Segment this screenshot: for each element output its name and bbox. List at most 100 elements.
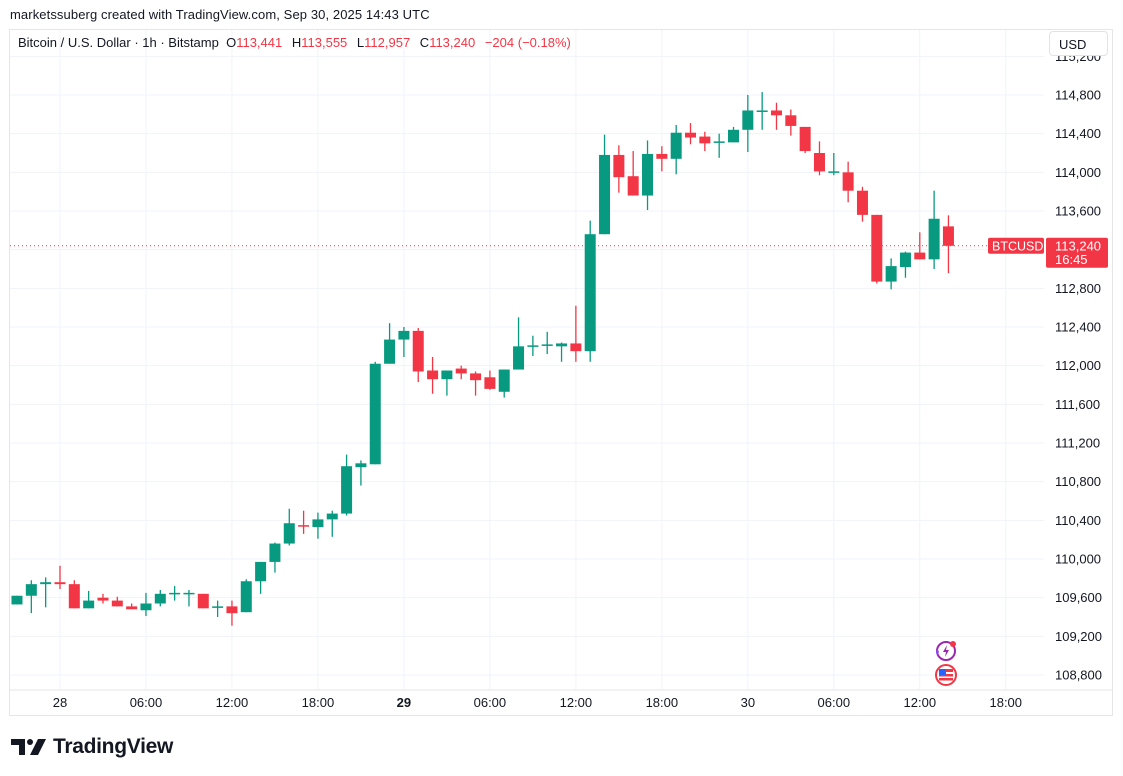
- time-tick-label: 18:00: [302, 695, 335, 710]
- candle: [470, 371, 482, 396]
- time-tick-label: 06:00: [818, 695, 851, 710]
- candle: [83, 590, 95, 609]
- tradingview-logo-icon: [11, 739, 46, 755]
- candle: [556, 342, 568, 362]
- price-tick-label: 111,600: [1055, 397, 1100, 412]
- time-tick-label: 28: [53, 695, 67, 710]
- candle: [856, 186, 868, 222]
- low-value: 112,957: [364, 35, 411, 50]
- price-tick-label: 112,800: [1055, 281, 1101, 296]
- candle: [240, 579, 252, 613]
- candle: [770, 102, 782, 130]
- candle: [341, 454, 353, 516]
- price-tick-label: 114,800: [1055, 88, 1101, 103]
- price-tick-label: 112,000: [1055, 358, 1101, 373]
- price-tick-label: 109,200: [1055, 629, 1102, 644]
- candle: [326, 510, 338, 537]
- candle: [728, 126, 739, 143]
- candle: [613, 145, 625, 193]
- price-tag-price: 113,240: [1055, 238, 1101, 253]
- candle: [355, 460, 367, 486]
- candle: [40, 577, 52, 608]
- ai-insight-icon[interactable]: [936, 641, 956, 661]
- currency-button[interactable]: USD: [1049, 31, 1108, 56]
- candle: [928, 190, 940, 270]
- candle: [255, 561, 267, 594]
- us-flag-economic-event-icon[interactable]: [935, 664, 957, 686]
- candle: [455, 365, 467, 380]
- time-axis[interactable]: 28 06:00 12:00 18:00 29 06:00 12:00 18:00 30 06:0…: [53, 695, 1022, 710]
- candle: [513, 317, 525, 370]
- open-label: O: [226, 35, 237, 50]
- chart-grid: [10, 30, 1112, 691]
- candle: [412, 327, 424, 383]
- low-label: L: [356, 35, 365, 50]
- tradingview-logo: TradingView: [11, 735, 173, 759]
- tradingview-logo-text: TradingView: [53, 735, 174, 758]
- symbol-description[interactable]: Bitcoin / U.S. Dollar · 1h · Bitstamp: [18, 35, 219, 50]
- candle: [312, 512, 324, 539]
- candle: [498, 369, 510, 398]
- candle: [384, 323, 396, 364]
- candle: [11, 595, 23, 605]
- candle: [914, 232, 926, 260]
- candle: [541, 331, 553, 355]
- candle: [527, 335, 539, 357]
- candle: [212, 600, 224, 618]
- price-tick-label: 114,000: [1055, 165, 1101, 180]
- candle: [742, 95, 754, 153]
- candle: [899, 251, 911, 278]
- price-tick-label: 112,400: [1055, 320, 1101, 335]
- candle: [799, 126, 811, 154]
- candle: [97, 593, 109, 604]
- candle: [813, 141, 825, 176]
- price-tick-label: 111,200: [1055, 436, 1100, 451]
- close-value: 113,240: [429, 35, 476, 50]
- candle: [140, 592, 152, 617]
- time-tick-label: 29: [397, 695, 411, 710]
- candle: [570, 305, 582, 362]
- candle: [785, 109, 797, 136]
- candle: [298, 510, 310, 534]
- candle: [111, 596, 123, 607]
- candle: [484, 370, 496, 390]
- event-markers[interactable]: [935, 641, 957, 686]
- chart-credit: marketssuberg created with TradingView.c…: [10, 7, 430, 22]
- candle: [828, 153, 840, 176]
- open-value: 113,441: [236, 35, 283, 50]
- candle: [398, 327, 410, 357]
- candle: [25, 580, 37, 614]
- time-tick-label: 12:00: [560, 695, 593, 710]
- candle: [713, 133, 725, 158]
- high-value: 113,555: [301, 35, 348, 50]
- price-tick-label: 108,800: [1055, 668, 1102, 683]
- price-tick-label: 109,600: [1055, 590, 1102, 605]
- close-label: C: [419, 35, 430, 50]
- candle: [756, 92, 768, 130]
- candle: [154, 589, 166, 607]
- price-tick-label: 110,400: [1055, 513, 1101, 528]
- candles: [11, 92, 954, 626]
- candle: [885, 258, 897, 290]
- price-tag-symbol: BTCUSD: [992, 239, 1043, 253]
- candle: [369, 361, 381, 465]
- candle: [54, 565, 66, 589]
- candle: [599, 134, 611, 235]
- candle: [283, 508, 295, 546]
- candle: [670, 124, 682, 175]
- time-tick-label: 12:00: [904, 695, 937, 710]
- candle: [685, 123, 697, 145]
- candle: [656, 146, 668, 172]
- time-tick-label: 30: [741, 695, 755, 710]
- candle: [68, 580, 80, 609]
- candle: [226, 600, 238, 626]
- candle: [441, 370, 453, 396]
- candle: [642, 140, 654, 211]
- candle: [427, 356, 439, 394]
- price-axis[interactable]: 108,800 109,200 109,600 110,000 110,400 110,8…: [1055, 49, 1102, 683]
- candle: [699, 131, 711, 152]
- candle: [197, 593, 209, 609]
- candle: [183, 589, 195, 607]
